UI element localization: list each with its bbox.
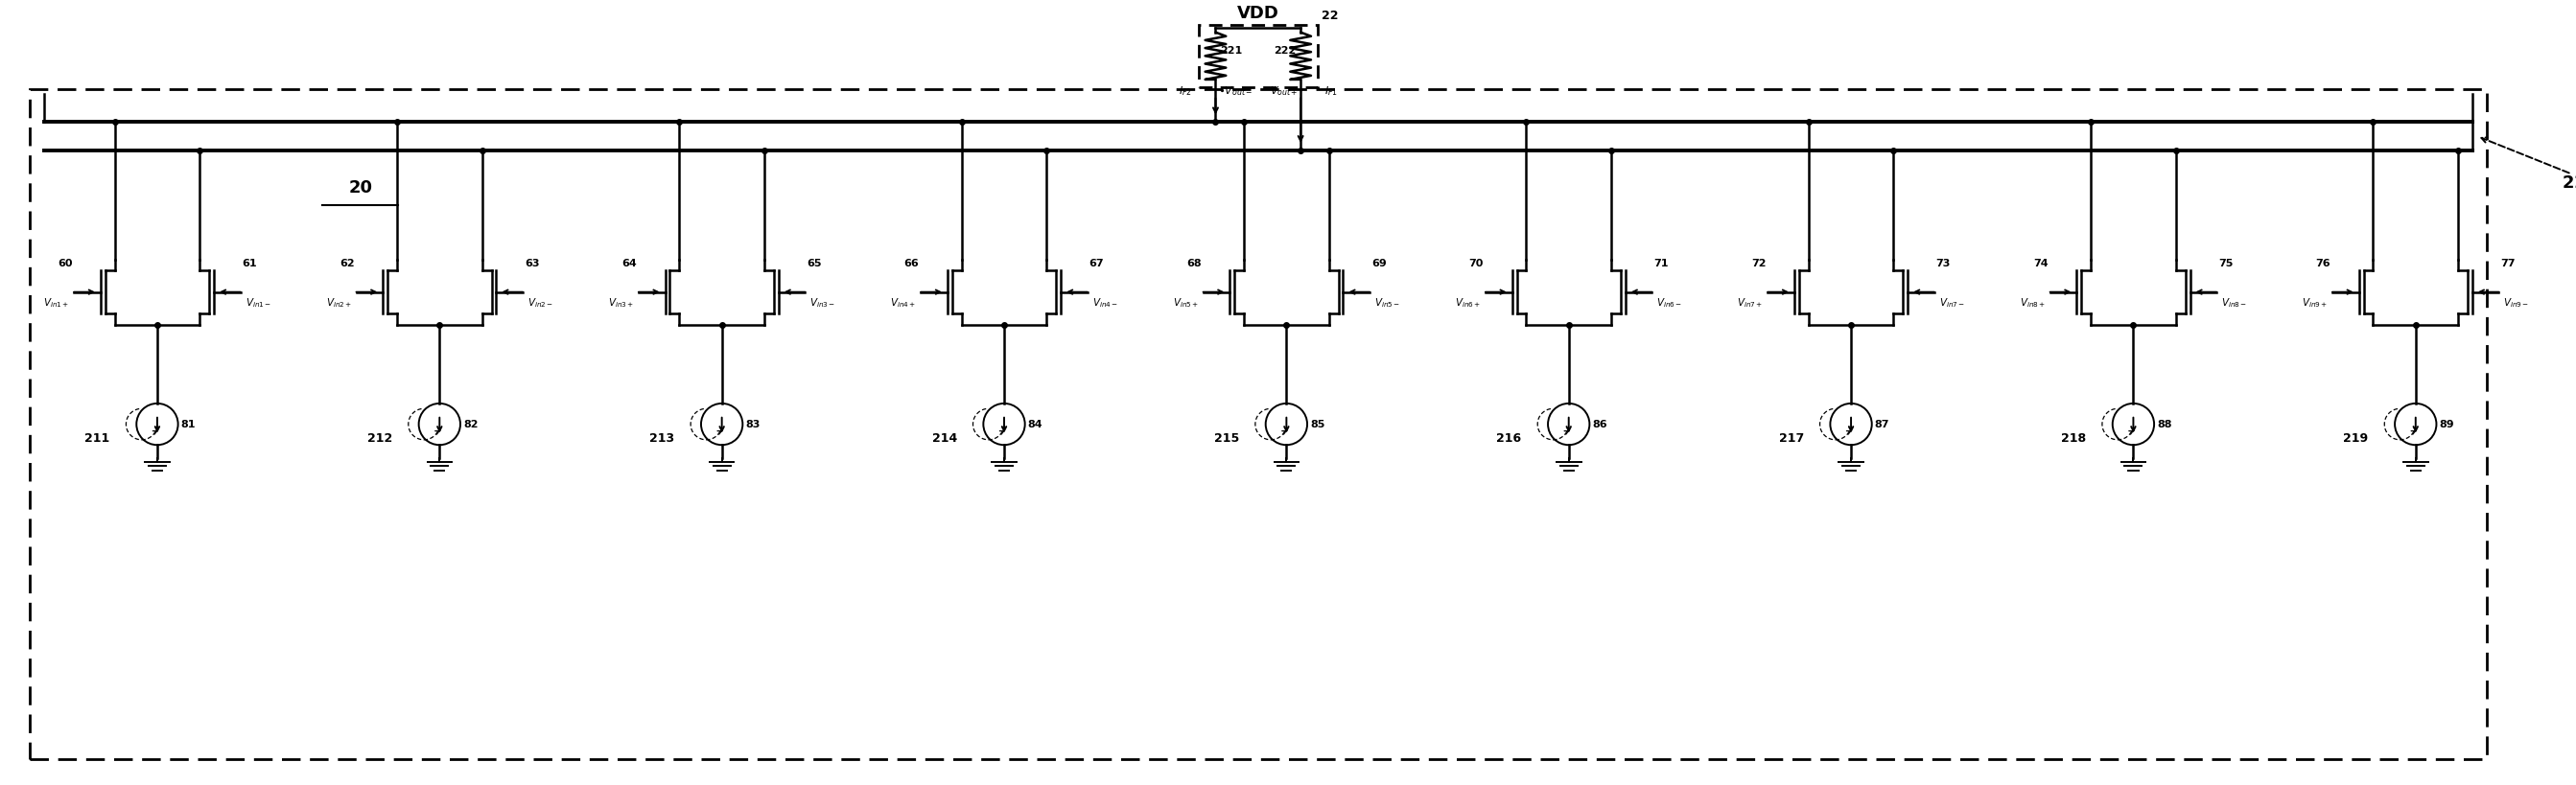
Text: 67: 67 <box>1090 259 1105 268</box>
Text: 211: 211 <box>85 432 111 444</box>
Text: 22: 22 <box>1321 9 1337 22</box>
Text: 88: 88 <box>2156 419 2172 429</box>
Text: 87: 87 <box>1875 419 1891 429</box>
Text: $I_{F1}$: $I_{F1}$ <box>1324 84 1337 97</box>
Text: 84: 84 <box>1028 419 1043 429</box>
Text: $V_{in6-}$: $V_{in6-}$ <box>1656 297 1682 310</box>
Text: $V_{in4+}$: $V_{in4+}$ <box>891 297 917 310</box>
Text: 20: 20 <box>348 180 374 197</box>
Text: 85: 85 <box>1311 419 1324 429</box>
Text: $V_{in5+}$: $V_{in5+}$ <box>1172 297 1198 310</box>
Text: 76: 76 <box>2316 259 2331 268</box>
Text: 81: 81 <box>180 419 196 429</box>
Text: 60: 60 <box>57 259 72 268</box>
Text: 70: 70 <box>1468 259 1484 268</box>
Text: 63: 63 <box>526 259 538 268</box>
Text: 73: 73 <box>1937 259 1950 268</box>
Text: 217: 217 <box>1777 432 1803 444</box>
Text: 221: 221 <box>1221 46 1242 56</box>
Text: $I_{F2}$: $I_{F2}$ <box>1180 84 1193 97</box>
Text: $V_{in1+}$: $V_{in1+}$ <box>44 297 70 310</box>
Text: 62: 62 <box>340 259 355 268</box>
Text: $V_{in8-}$: $V_{in8-}$ <box>2221 297 2246 310</box>
Text: 69: 69 <box>1370 259 1386 268</box>
Text: 218: 218 <box>2061 432 2087 444</box>
Text: $V_{in3+}$: $V_{in3+}$ <box>608 297 634 310</box>
Text: $V_{in5-}$: $V_{in5-}$ <box>1376 297 1401 310</box>
Text: 74: 74 <box>2032 259 2048 268</box>
Text: 82: 82 <box>464 419 479 429</box>
Text: 213: 213 <box>649 432 675 444</box>
Text: $V_{in1-}$: $V_{in1-}$ <box>245 297 270 310</box>
Text: 21: 21 <box>2563 175 2576 192</box>
Text: 75: 75 <box>2218 259 2233 268</box>
Text: $V_{in9+}$: $V_{in9+}$ <box>2303 297 2329 310</box>
Text: $V_{in2-}$: $V_{in2-}$ <box>528 297 554 310</box>
Text: $V_{out+}$: $V_{out+}$ <box>1270 84 1298 97</box>
Text: $\bullet V_{out-}$: $\bullet V_{out-}$ <box>1218 84 1255 97</box>
Text: 64: 64 <box>621 259 636 268</box>
Text: $V_{in3-}$: $V_{in3-}$ <box>809 297 835 310</box>
Text: 86: 86 <box>1592 419 1607 429</box>
Text: 72: 72 <box>1752 259 1767 268</box>
Text: 214: 214 <box>933 432 956 444</box>
Text: $V_{in9-}$: $V_{in9-}$ <box>2504 297 2530 310</box>
Text: 77: 77 <box>2501 259 2517 268</box>
Text: $V_{in2+}$: $V_{in2+}$ <box>325 297 353 310</box>
Text: $V_{in8+}$: $V_{in8+}$ <box>2020 297 2045 310</box>
Text: 66: 66 <box>904 259 920 268</box>
Text: 216: 216 <box>1497 432 1522 444</box>
Text: $V_{in7+}$: $V_{in7+}$ <box>1736 297 1762 310</box>
Text: $V_{in4-}$: $V_{in4-}$ <box>1092 297 1118 310</box>
Text: $V_{in6+}$: $V_{in6+}$ <box>1455 297 1481 310</box>
Text: 68: 68 <box>1188 259 1200 268</box>
Text: $V_{in7-}$: $V_{in7-}$ <box>1940 297 1965 310</box>
Text: 215: 215 <box>1213 432 1239 444</box>
Text: 61: 61 <box>242 259 258 268</box>
Text: 222: 222 <box>1273 46 1296 56</box>
Text: 83: 83 <box>744 419 760 429</box>
Text: 89: 89 <box>2439 419 2455 429</box>
Text: 71: 71 <box>1654 259 1669 268</box>
Text: 219: 219 <box>2344 432 2367 444</box>
Text: 65: 65 <box>806 259 822 268</box>
Text: 212: 212 <box>368 432 392 444</box>
Text: VDD: VDD <box>1236 5 1280 22</box>
